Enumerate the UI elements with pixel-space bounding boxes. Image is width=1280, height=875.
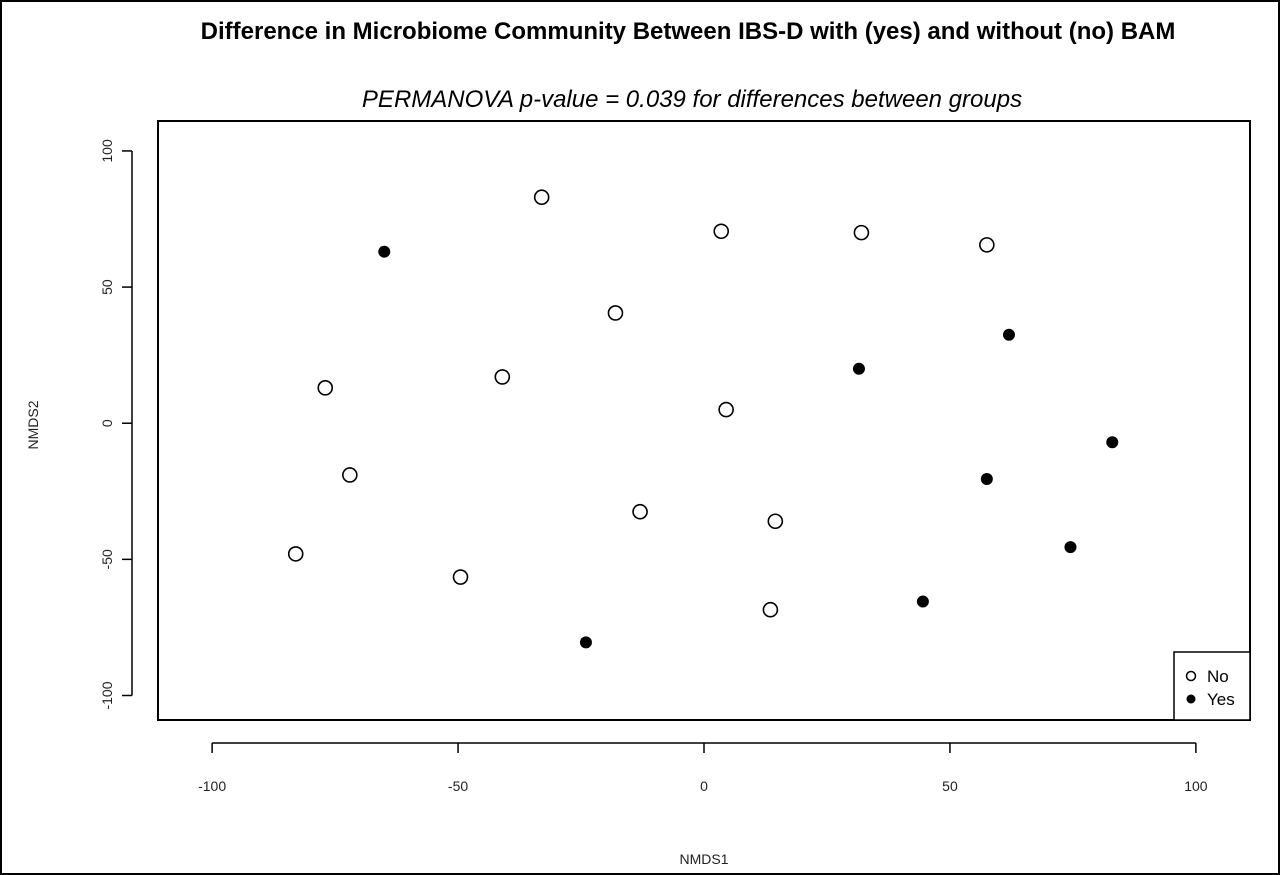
legend-filled-circle-icon xyxy=(1186,694,1196,704)
data-points xyxy=(287,189,1119,649)
y-axis: -100 -50 0 50 100 xyxy=(99,139,133,710)
plot-area xyxy=(157,120,1251,721)
x-tick-label: -50 xyxy=(448,778,468,794)
point-no xyxy=(287,546,304,562)
point-no xyxy=(853,224,870,241)
point-no xyxy=(607,305,624,321)
legend: No Yes xyxy=(1173,651,1251,721)
point-no xyxy=(713,223,730,240)
point-no xyxy=(762,601,779,618)
y-tick-label: -100 xyxy=(99,681,115,709)
point-no xyxy=(533,189,550,206)
point-yes xyxy=(378,245,391,258)
y-tick-label: -50 xyxy=(99,549,115,569)
point-no xyxy=(767,513,784,530)
y-axis-label: NMDS2 xyxy=(25,400,41,449)
x-tick-label: 100 xyxy=(1184,778,1208,794)
point-no xyxy=(979,237,995,253)
point-no xyxy=(494,369,511,385)
y-tick-label: 0 xyxy=(99,419,115,427)
x-axis-label: NMDS1 xyxy=(679,851,728,867)
x-tick-label: 50 xyxy=(942,778,958,794)
chart-subtitle: PERMANOVA p-value = 0.039 for difference… xyxy=(362,86,1022,113)
point-no xyxy=(718,401,734,418)
point-yes xyxy=(1002,328,1015,341)
point-no xyxy=(632,503,648,520)
x-tick-label: 0 xyxy=(700,778,708,794)
y-tick-label: 100 xyxy=(99,139,115,163)
chart-title: Difference in Microbiome Community Betwe… xyxy=(201,18,1176,45)
point-no xyxy=(342,467,358,483)
point-no xyxy=(452,569,469,585)
x-tick-label: -100 xyxy=(198,778,226,794)
legend-box xyxy=(1173,651,1251,721)
point-yes xyxy=(1064,541,1077,554)
point-yes xyxy=(980,473,993,486)
point-no xyxy=(317,380,334,396)
point-yes xyxy=(852,362,865,375)
point-yes xyxy=(579,636,592,649)
legend-label-yes: Yes xyxy=(1207,690,1235,709)
legend-open-circle-icon xyxy=(1185,670,1197,682)
x-axis: -100 -50 0 50 100 xyxy=(198,742,1208,794)
point-yes xyxy=(1106,436,1119,449)
legend-label-no: No xyxy=(1207,667,1229,686)
point-yes xyxy=(916,595,929,608)
y-tick-label: 50 xyxy=(99,279,115,295)
